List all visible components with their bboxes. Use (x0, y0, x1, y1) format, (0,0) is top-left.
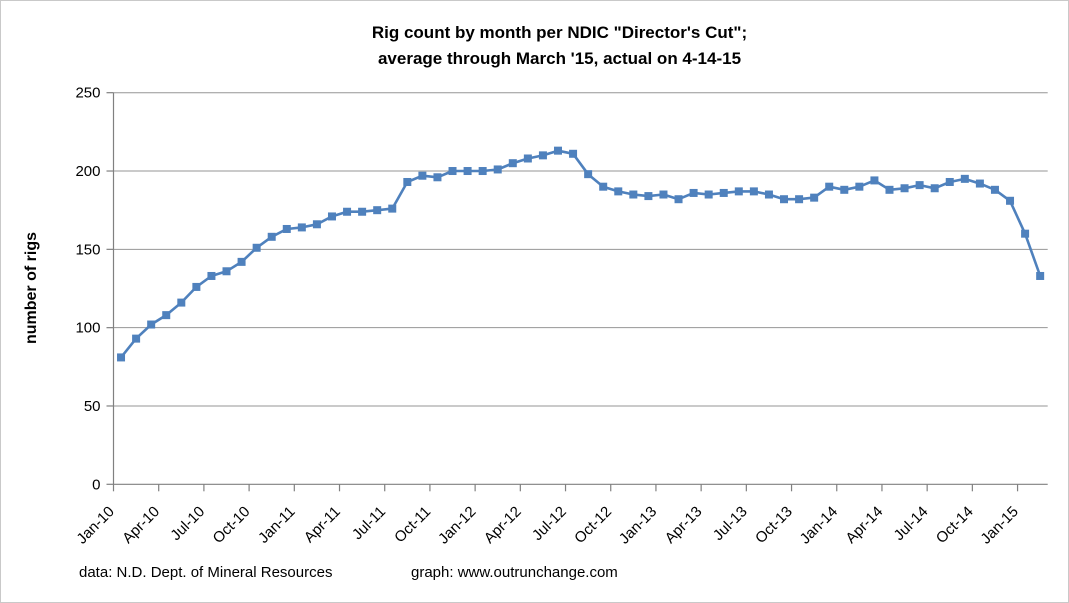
data-point-marker (674, 195, 683, 204)
data-point-marker (975, 179, 984, 188)
data-point-marker (463, 167, 472, 176)
data-point-marker (297, 223, 306, 232)
x-tick-label: Oct-14 (933, 503, 977, 547)
footer-data-source: data: N.D. Dept. of Mineral Resources (79, 564, 333, 581)
data-point-marker (418, 171, 427, 180)
data-point-marker (252, 243, 261, 252)
data-point-marker (945, 177, 954, 186)
data-point-marker (960, 174, 969, 183)
data-point-marker (644, 192, 653, 201)
data-point-marker (704, 190, 713, 199)
data-point-marker (840, 185, 849, 194)
y-tick-label: 50 (84, 398, 101, 415)
data-point-marker (327, 212, 336, 221)
rig-count-series-line (119, 149, 1042, 359)
data-point-marker (764, 190, 773, 199)
data-point-marker (523, 154, 532, 163)
data-point-marker (448, 167, 457, 176)
data-point-marker (343, 207, 352, 216)
y-tick-label: 200 (75, 163, 100, 180)
data-point-marker (192, 282, 201, 291)
data-point-marker (569, 149, 578, 158)
chart-title-block: Rig count by month per NDIC "Director's … (61, 20, 1058, 72)
data-point-marker (855, 182, 864, 191)
footer-graph-credit: graph: www.outrunchange.com (411, 564, 618, 581)
data-point-marker (237, 257, 246, 266)
x-tick-label: Apr-13 (662, 503, 706, 547)
x-tick-label: Jan-13 (616, 503, 660, 547)
data-point-marker (538, 151, 547, 160)
x-tick-label: Jan-11 (255, 503, 299, 547)
x-tick-label: Oct-13 (752, 503, 796, 547)
data-point-marker (162, 311, 171, 320)
x-tick-label: Oct-12 (571, 503, 615, 547)
data-point-marker (825, 182, 834, 191)
data-point-marker (433, 173, 442, 182)
data-point-marker (780, 195, 789, 204)
x-tick-label: Jan-12 (435, 503, 479, 547)
data-point-marker (810, 193, 819, 202)
x-tick-label: Jan-10 (73, 503, 117, 547)
data-point-marker (207, 271, 216, 280)
y-tick-label: 150 (75, 241, 100, 258)
data-point-marker (373, 206, 382, 215)
data-point-marker (177, 298, 186, 307)
x-tick-label: Jul-10 (167, 503, 208, 544)
x-tick-label: Jan-14 (797, 503, 841, 547)
data-point-marker (584, 170, 593, 179)
data-point-marker (885, 185, 894, 194)
x-tick-label: Oct-11 (391, 503, 434, 546)
x-tick-label: Jul-13 (710, 503, 751, 544)
data-point-marker (553, 146, 562, 155)
data-point-marker (508, 159, 517, 168)
data-point-marker (267, 232, 276, 241)
data-point-marker (870, 176, 879, 185)
data-point-marker (915, 181, 924, 190)
data-point-marker (388, 204, 397, 213)
data-point-marker (132, 334, 141, 343)
chart-title: Rig count by month per NDIC "Director's … (371, 23, 748, 42)
data-point-marker (493, 165, 502, 174)
data-point-marker (222, 267, 231, 276)
y-tick-label: 0 (92, 476, 100, 493)
data-point-marker (629, 190, 638, 199)
data-point-marker (1036, 271, 1045, 280)
data-point-marker (403, 177, 412, 186)
data-point-marker (358, 207, 367, 216)
x-tick-label: Apr-10 (119, 503, 163, 547)
x-tick-label: Apr-12 (481, 503, 525, 547)
x-tick-label: Jul-14 (891, 503, 932, 544)
data-point-marker (659, 190, 668, 199)
y-tick-label: 100 (75, 320, 100, 337)
data-point-marker (282, 224, 291, 233)
data-point-marker (614, 187, 623, 196)
data-point-marker (990, 185, 999, 194)
y-tick-label: 250 (75, 85, 100, 102)
data-point-marker (599, 182, 608, 191)
data-point-marker (734, 187, 743, 196)
data-point-marker (147, 320, 156, 329)
data-point-marker (312, 220, 321, 229)
x-tick-label: Jan-15 (977, 503, 1021, 547)
x-tick-label: Jul-11 (349, 503, 389, 543)
data-point-marker (478, 167, 487, 176)
data-point-marker (1006, 196, 1015, 205)
data-point-marker (689, 188, 698, 197)
chart-subtitle: average through March '15, actual on 4-1… (377, 49, 742, 68)
data-point-marker (795, 195, 804, 204)
x-tick-label: Oct-10 (210, 503, 254, 547)
data-point-marker (749, 187, 758, 196)
data-point-marker (117, 353, 126, 362)
data-point-marker (930, 184, 939, 193)
data-point-marker (1021, 229, 1030, 238)
x-tick-label: Apr-11 (301, 503, 344, 546)
data-point-marker (719, 188, 728, 197)
data-point-marker (900, 184, 909, 193)
x-tick-label: Apr-14 (842, 503, 886, 547)
x-tick-label: Jul-12 (529, 503, 570, 544)
